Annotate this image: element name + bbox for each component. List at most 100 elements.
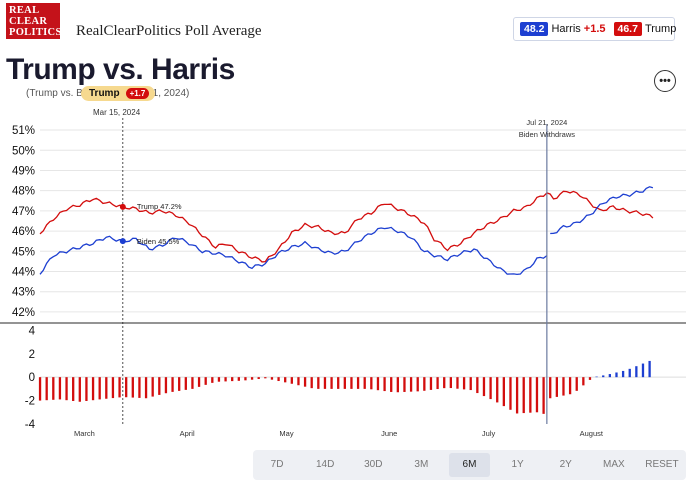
spread-bar (231, 377, 234, 382)
range-30d-button[interactable]: 30D (364, 459, 383, 470)
spread-bar (423, 377, 426, 391)
x-tick-label: March (74, 429, 95, 438)
spread-bar (522, 377, 525, 414)
spread-bar (429, 377, 433, 390)
spread-bar (615, 372, 618, 378)
spread-bar (257, 377, 260, 380)
spread-bar (449, 377, 452, 389)
spread-bar (515, 377, 519, 414)
event-date-label: Jul 21, 2024 (526, 118, 567, 127)
spread-bar (250, 377, 254, 380)
harris-spread: +1.5 (583, 23, 606, 35)
more-options-button[interactable]: ••• (654, 70, 676, 92)
spread-bar (323, 377, 327, 389)
range-1y-button[interactable]: 1Y (511, 459, 524, 470)
spread-bar (602, 375, 605, 378)
range-2y-button[interactable]: 2Y (559, 459, 572, 470)
line-ytick-label: 45% (12, 246, 35, 258)
range-max-button[interactable]: MAX (602, 459, 625, 470)
range-3m-button[interactable]: 3M (414, 459, 429, 470)
spread-bar (310, 377, 313, 389)
spread-bar (482, 377, 486, 397)
spread-bar (191, 377, 194, 389)
range-14d-button[interactable]: 14D (315, 459, 335, 470)
spread-bar (396, 377, 399, 393)
reset-button[interactable]: RESET (645, 459, 679, 470)
subtitle-right: 21, 2024) (147, 88, 190, 99)
badge-value: +1.7 (125, 88, 150, 99)
spread-bar (270, 377, 274, 380)
bar-ytick-label: 2 (29, 349, 35, 361)
x-tick-label: June (381, 429, 397, 438)
spread-bar (390, 377, 393, 392)
spread-bar (184, 377, 187, 390)
spread-bar (416, 377, 419, 392)
spread-bar (403, 377, 406, 392)
series-line-trump (39, 190, 654, 263)
hover-dot-trump (119, 203, 126, 210)
spread-bar (125, 377, 128, 398)
time-range-selector: 7D 14D 30D 3M 6M 1Y 2Y MAX RESET (253, 450, 686, 480)
spread-bar (171, 377, 174, 392)
spread-bar (350, 377, 353, 389)
spread-bar (363, 377, 366, 389)
spread-bar (595, 376, 598, 378)
spread-bar (204, 377, 207, 385)
spread-bar (635, 366, 638, 378)
spread-bar (562, 377, 565, 396)
spread-bar (284, 377, 287, 383)
spread-bar (496, 377, 499, 403)
rcp-logo[interactable]: REAL CLEAR POLITICS (6, 3, 62, 39)
spread-bar (509, 377, 512, 410)
x-tick-label: August (580, 429, 604, 438)
spread-bar (529, 377, 532, 413)
spread-bar (330, 377, 333, 389)
spread-bar (469, 377, 472, 391)
site-title: RealClearPolitics Poll Average (76, 23, 262, 39)
hover-label-biden: Biden 45.5% (137, 237, 180, 246)
spread-bar (555, 377, 558, 397)
spread-bar (588, 377, 592, 380)
spread-bar (376, 377, 380, 391)
line-ytick-label: 47% (12, 206, 35, 218)
spread-bar (568, 377, 572, 395)
spread-bar (297, 377, 300, 386)
spread-bar (65, 377, 68, 401)
line-ytick-label: 48% (12, 186, 35, 198)
spread-bar (582, 377, 585, 386)
spread-bar (58, 377, 62, 400)
spread-bar (237, 377, 240, 381)
range-7d-button[interactable]: 7D (270, 459, 284, 470)
spread-bar (217, 377, 221, 382)
line-ytick-label: 43% (12, 287, 35, 299)
logo-line-politics: POLITICS (9, 27, 62, 38)
spread-bar (489, 377, 492, 400)
trump-name: Trump (644, 23, 677, 35)
spread-bar (356, 377, 360, 389)
spread-bar (641, 363, 645, 378)
spread-bar (535, 377, 539, 413)
bar-ytick-label: -2 (25, 396, 35, 408)
x-tick-label: July (482, 429, 496, 438)
trump-value-pill: 46.7 (613, 22, 642, 36)
spread-bar (138, 377, 141, 398)
current-average-legend: 48.2 Harris +1.5 46.7 Trump (513, 17, 677, 41)
spread-bar (443, 377, 446, 389)
range-6m-button[interactable]: 6M (449, 453, 490, 477)
spread-bar (45, 377, 48, 401)
spread-bar (131, 377, 134, 398)
logo-line-clear: CLEAR (9, 16, 48, 27)
harris-value-pill: 48.2 (520, 22, 549, 36)
logo-line-real: REAL (9, 5, 40, 16)
bar-ytick-label: -4 (25, 419, 36, 431)
spread-bar (105, 377, 108, 399)
spread-bar (628, 368, 631, 378)
spread-bar (72, 377, 75, 401)
spread-bar (502, 377, 505, 407)
spread-bar (542, 377, 545, 414)
line-ytick-label: 50% (12, 145, 35, 157)
spread-bar (549, 377, 552, 399)
spread-bar (476, 377, 479, 394)
spread-bar (343, 377, 346, 389)
spread-bar (164, 377, 168, 394)
